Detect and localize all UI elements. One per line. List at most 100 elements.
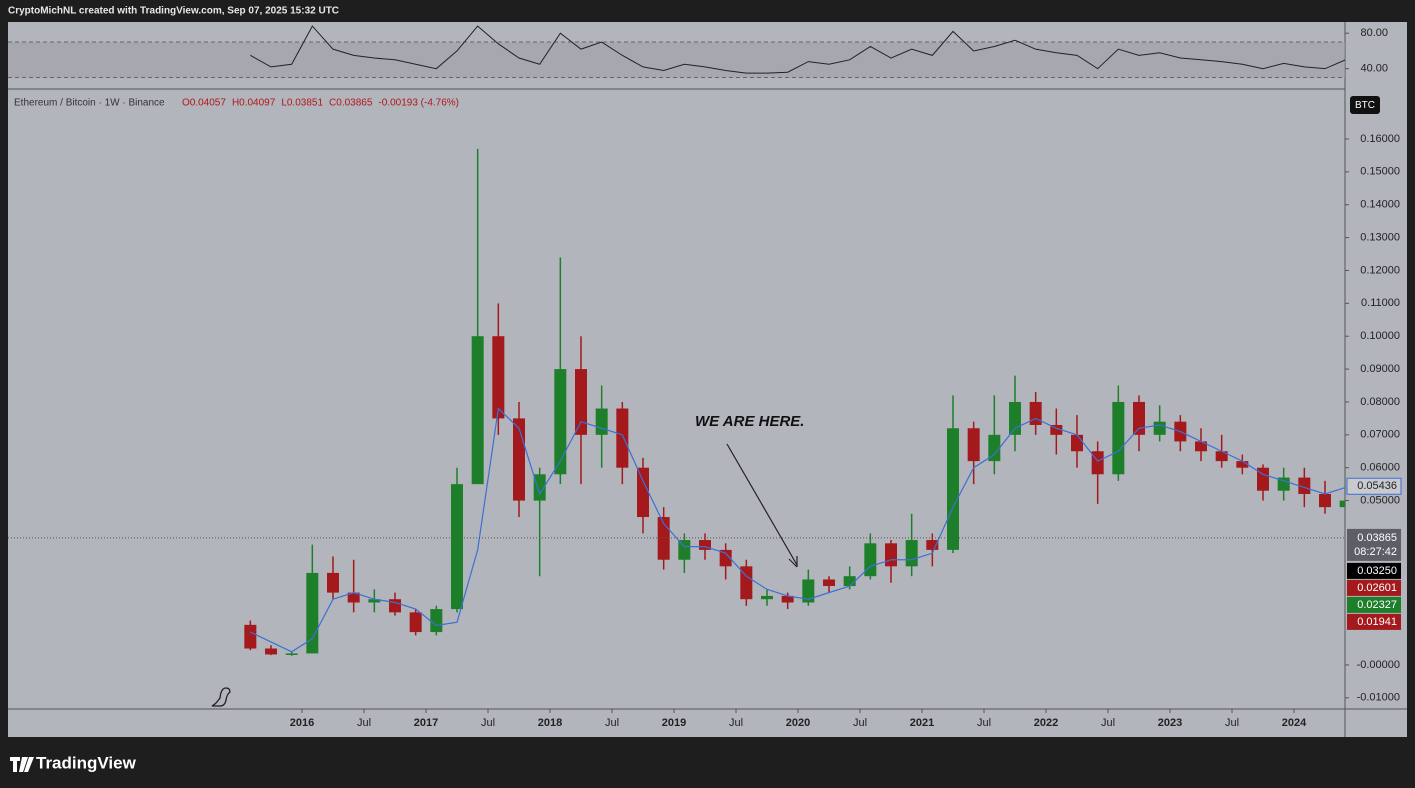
chart-area: [8, 22, 1407, 737]
x-tick-label: Jul: [1101, 717, 1115, 729]
dino-icon: [211, 687, 231, 707]
y-tick-label: 0.11000: [1361, 297, 1400, 309]
candle-body: [761, 595, 773, 600]
y-tick-label: -0.00000: [1357, 659, 1400, 671]
candle-body: [451, 484, 463, 610]
currency: BTC: [1355, 100, 1375, 111]
annotation: WE ARE HERE.: [695, 413, 804, 430]
candle-body: [843, 576, 856, 587]
candle-body: [1236, 461, 1249, 468]
candle-body: [802, 579, 815, 603]
candle-body: [409, 612, 422, 633]
price-label: 0.01941: [1357, 616, 1397, 628]
candle-body: [347, 592, 360, 603]
y-tick-label: 0.14000: [1360, 199, 1400, 211]
candle-body: [575, 369, 587, 435]
candle-body: [740, 566, 753, 600]
candle-body: [967, 428, 980, 462]
price-label-box: [1347, 613, 1401, 630]
rsi-tick-label: 80.00: [1360, 27, 1388, 39]
x-tick-label: Jul: [481, 717, 495, 729]
candle-body: [1195, 441, 1207, 452]
x-tick-label: Jul: [357, 717, 371, 729]
candle-body: [513, 418, 525, 501]
rsi-tick-label: 40.00: [1360, 63, 1388, 75]
arrow: [726, 443, 798, 566]
candle-body: [1009, 401, 1021, 435]
x-tick-label: 2019: [662, 717, 686, 729]
y-tick-label: 0.10000: [1360, 330, 1400, 342]
currency-badge: [1350, 96, 1380, 114]
x-tick-label: 2017: [414, 717, 438, 729]
candle-body: [637, 467, 649, 518]
ma-price-label: 0.05436: [1357, 480, 1397, 492]
ohlc-value: O0.04057: [182, 98, 226, 109]
x-tick-label: 2024: [1282, 717, 1307, 729]
candle-body: [1133, 401, 1145, 435]
candle-body: [265, 648, 277, 655]
current-price-label: 0.03865: [1357, 532, 1397, 544]
symbol: Ethereum / Bitcoin · 1W · Binance: [14, 98, 165, 109]
candle-body: [1050, 424, 1063, 435]
candle-body: [1298, 477, 1311, 495]
y-tick-label: 0.09000: [1360, 363, 1400, 375]
candle-body: [699, 540, 711, 550]
price-label-box: [1347, 596, 1401, 613]
x-tick-label: 2020: [786, 717, 810, 729]
candle-body: [595, 408, 608, 435]
x-tick-label: 2021: [910, 717, 934, 729]
candle-body: [1319, 494, 1331, 508]
x-tick-label: 2018: [538, 717, 562, 729]
price-label: 0.02327: [1357, 599, 1397, 611]
y-tick-label: 0.13000: [1360, 231, 1400, 243]
price-pane: [244, 148, 1345, 656]
candle-body: [926, 540, 939, 550]
y-tick-label: 0.08000: [1360, 396, 1400, 408]
candle-body: [719, 549, 732, 567]
y-tick-label: 0.07000: [1360, 429, 1400, 441]
candle-body: [327, 572, 339, 593]
candle-body: [947, 428, 959, 550]
candle-body: [1339, 500, 1345, 508]
rsi-line: [250, 25, 1345, 74]
candle-body: [368, 599, 381, 603]
ohlc-value: L0.03851: [281, 98, 323, 109]
ma-price-label-box: [1346, 477, 1402, 495]
candle-body: [285, 653, 298, 655]
candle-body: [430, 609, 443, 633]
y-tick-label: 0.15000: [1360, 166, 1400, 178]
candle-body: [554, 369, 567, 475]
price-label-box: [1347, 579, 1401, 596]
candle-body: [1257, 467, 1269, 491]
ohlc-value: H0.04097: [232, 98, 276, 109]
x-tick-label: Jul: [853, 717, 867, 729]
candle-body: [1091, 451, 1104, 475]
y-tick-label: 0.06000: [1360, 462, 1400, 474]
countdown: 08:27:42: [1354, 546, 1397, 558]
candle-body: [492, 336, 505, 419]
y-tick-label: 0.16000: [1360, 133, 1400, 145]
ohlc-value: C0.03865: [329, 98, 373, 109]
candle-body: [864, 543, 877, 577]
x-tick-label: Jul: [605, 717, 619, 729]
candle-body: [1277, 477, 1290, 491]
x-tick-label: Jul: [977, 717, 991, 729]
candle-body: [781, 595, 794, 603]
candle-body: [678, 540, 691, 560]
credit: CryptoMichNL created with TradingView.co…: [8, 6, 339, 17]
x-tick-label: 2022: [1034, 717, 1058, 729]
candle-body: [823, 579, 835, 587]
x-tick-label: 2023: [1158, 717, 1182, 729]
candle-body: [389, 599, 401, 613]
candle-body: [988, 434, 1001, 462]
rsi-pane: [8, 25, 1345, 79]
ohlc-value: -0.00193 (-4.76%): [378, 98, 459, 109]
price-label: 0.03250: [1357, 565, 1397, 577]
footer-logo: [10, 757, 34, 772]
candle-body: [1153, 421, 1166, 435]
candle-body: [533, 474, 546, 501]
arrow-head: [788, 556, 798, 568]
y-tick-label: 0.12000: [1360, 264, 1400, 276]
